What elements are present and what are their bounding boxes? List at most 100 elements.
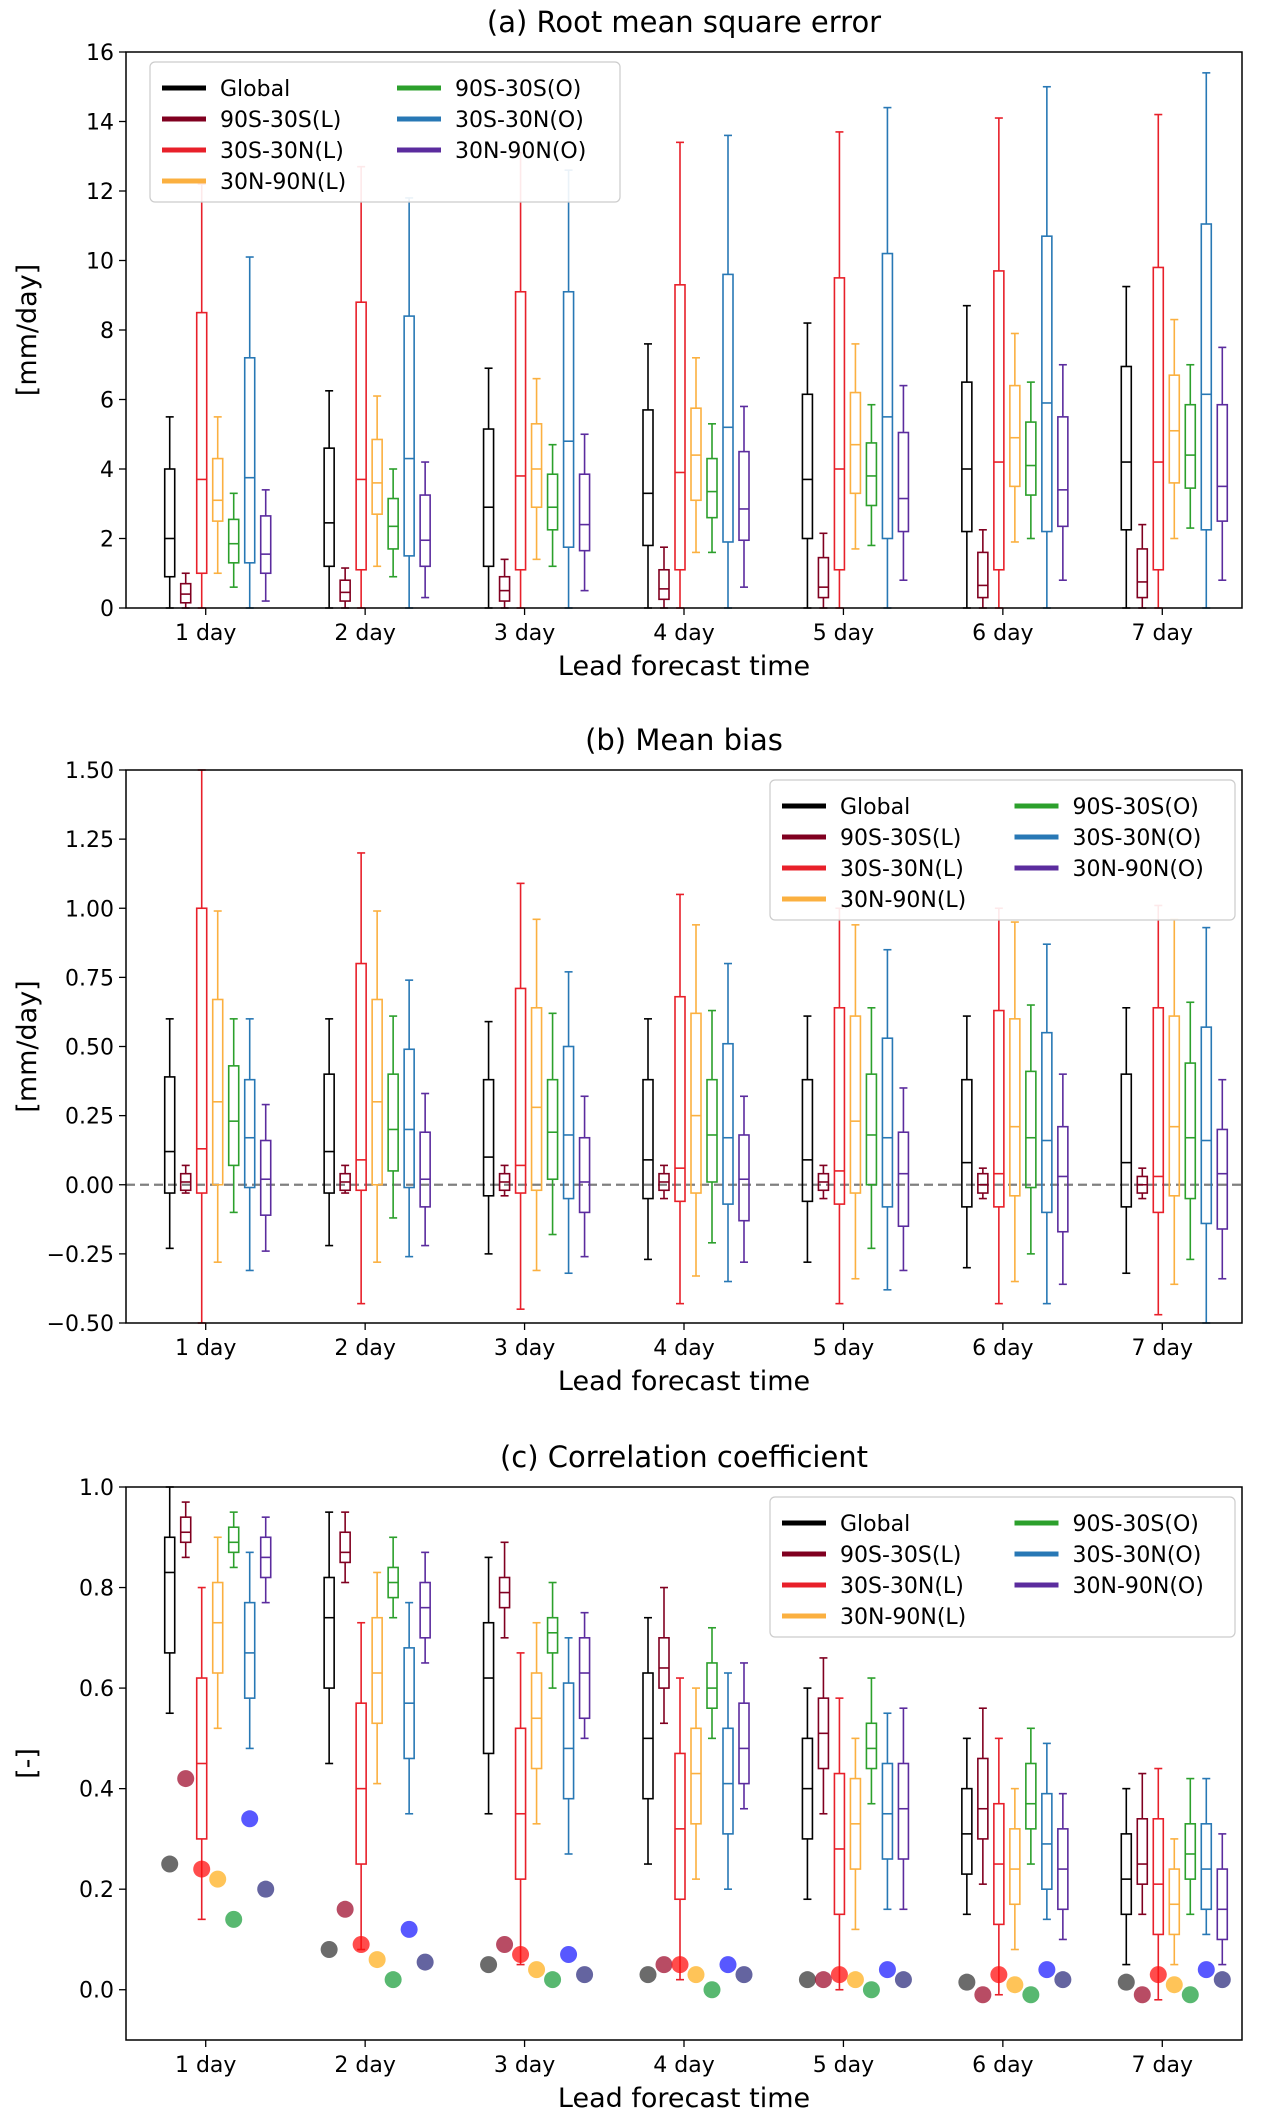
point-30S-30N(L)-1day — [193, 1860, 211, 1878]
box-body — [371, 438, 383, 515]
box-Global-5day — [801, 322, 814, 609]
legend-label: 30N-90N(O) — [455, 139, 586, 164]
legend-label: Global — [840, 795, 910, 820]
box-90S-30S(L)-7day — [1136, 1772, 1149, 1916]
legend-label: 30N-90N(L) — [840, 888, 966, 913]
box-body — [897, 1762, 910, 1860]
box-90S-30S(L)-5day — [817, 1657, 830, 1815]
box-90S-30S(O)-6day — [1025, 381, 1037, 540]
box-30N-90N(O)-1day — [259, 1103, 272, 1252]
box-30N-90N(O)-4day — [738, 1662, 750, 1810]
legend: Global 90S-30S(L) 30S-30N(L) 30N-90N(L) 90S-… — [149, 61, 621, 203]
box-body — [211, 457, 224, 522]
box-90S-30S(L)-3day — [498, 1541, 511, 1639]
box-30S-30N(L)-7day — [1152, 904, 1165, 1316]
chart-title: (b) Mean bias — [585, 723, 783, 757]
box-body — [1200, 1823, 1213, 1911]
box-30N-90N(L)-4day — [690, 356, 702, 554]
point-30N-90N(O)-1day — [257, 1880, 275, 1898]
box-body — [1168, 1015, 1181, 1197]
box-body — [1184, 1823, 1197, 1880]
box-body — [419, 494, 431, 568]
box-body — [1136, 548, 1149, 599]
point-30S-30N(L)-2day — [352, 1935, 370, 1953]
box-30N-90N(O)-5day — [897, 384, 910, 582]
legend-label: 30S-30N(L) — [840, 1574, 964, 1599]
point-30S-30N(O)-5day — [878, 1961, 896, 1979]
box-30S-30N(L)-1day — [195, 183, 208, 609]
box-body — [530, 1672, 543, 1770]
box-body — [323, 1073, 335, 1194]
box-30S-30N(O)-2day — [403, 979, 415, 1258]
box-90S-30S(L)-7day — [1136, 1167, 1149, 1200]
box-30N-90N(O)-5day — [897, 1707, 910, 1911]
box-Global-7day — [1120, 1787, 1133, 1966]
box-body — [514, 987, 527, 1194]
box-body — [1184, 1062, 1197, 1200]
box-Global-3day — [482, 1556, 495, 1815]
box-body — [642, 1078, 654, 1200]
box-30S-30N(O)-4day — [722, 962, 734, 1283]
box-30S-30N(O)-5day — [881, 106, 894, 609]
legend-label: Global — [840, 1512, 910, 1537]
box-body — [658, 568, 670, 601]
box-body — [482, 428, 495, 568]
legend-label: 30S-30N(O) — [455, 108, 584, 133]
box-90S-30S(O)-1day — [227, 1018, 240, 1214]
box-body — [977, 551, 989, 599]
y-tick-label: 0.2 — [79, 1878, 114, 1903]
box-30S-30N(L)-4day — [674, 1677, 686, 1981]
box-30N-90N(O)-1day — [259, 489, 272, 602]
point-30N-90N(L)-3day — [528, 1961, 546, 1979]
box-90S-30S(L)-6day — [977, 529, 989, 609]
box-body — [961, 381, 973, 533]
box-30N-90N(L)-7day — [1168, 918, 1181, 1286]
box-90S-30S(L)-6day — [977, 1167, 989, 1200]
x-axis-label: Lead forecast time — [558, 1366, 810, 1397]
point-90S-30S(L)-3day — [496, 1935, 514, 1953]
box-body — [849, 391, 862, 495]
box-30S-30N(L)-3day — [514, 1652, 527, 1966]
box-body — [243, 356, 256, 564]
box-body — [403, 1048, 415, 1189]
box-90S-30S(L)-3day — [498, 1164, 511, 1197]
point-90S-30S(L)-2day — [336, 1900, 354, 1918]
point-90S-30S(O)-2day — [384, 1971, 402, 1989]
box-body — [738, 1134, 750, 1222]
box-body — [881, 1762, 894, 1860]
box-body — [706, 1078, 718, 1183]
box-body — [897, 431, 910, 533]
box-body — [817, 556, 830, 599]
x-tick-label: 7 day — [1132, 2053, 1193, 2078]
x-tick-label: 7 day — [1132, 1336, 1193, 1361]
box-body — [243, 1601, 256, 1699]
y-tick-label: 8 — [100, 319, 114, 344]
box-30S-30N(O)-5day — [881, 1712, 894, 1911]
legend-frame — [769, 779, 1236, 921]
box-30N-90N(O)-3day — [578, 433, 591, 592]
box-body — [738, 450, 750, 542]
box-30N-90N(L)-1day — [211, 416, 224, 575]
box-body — [674, 1752, 686, 1901]
box-90S-30S(L)-2day — [339, 1511, 351, 1584]
box-body — [243, 1078, 256, 1189]
box-body — [546, 1078, 559, 1181]
point-30S-30N(L)-7day — [1149, 1966, 1167, 1984]
box-body — [179, 582, 192, 604]
point-90S-30S(O)-4day — [703, 1981, 721, 1999]
box-body — [722, 1042, 734, 1205]
y-tick-label: 1.0 — [79, 1476, 114, 1501]
point-90S-30S(O)-3day — [544, 1971, 562, 1989]
box-30N-90N(O)-5day — [897, 1087, 910, 1272]
box-30S-30N(L)-3day — [514, 882, 527, 1310]
point-30S-30N(L)-6day — [990, 1966, 1008, 1984]
box-body — [658, 1637, 670, 1689]
box-Global-2day — [323, 390, 335, 609]
box-body — [530, 423, 543, 509]
point-Global-3day — [480, 1956, 498, 1974]
box-body — [706, 457, 718, 519]
box-body — [371, 998, 383, 1186]
point-30N-90N(O)-5day — [894, 1971, 912, 1989]
box-30S-30N(L)-7day — [1152, 113, 1165, 609]
box-body — [1216, 403, 1229, 522]
